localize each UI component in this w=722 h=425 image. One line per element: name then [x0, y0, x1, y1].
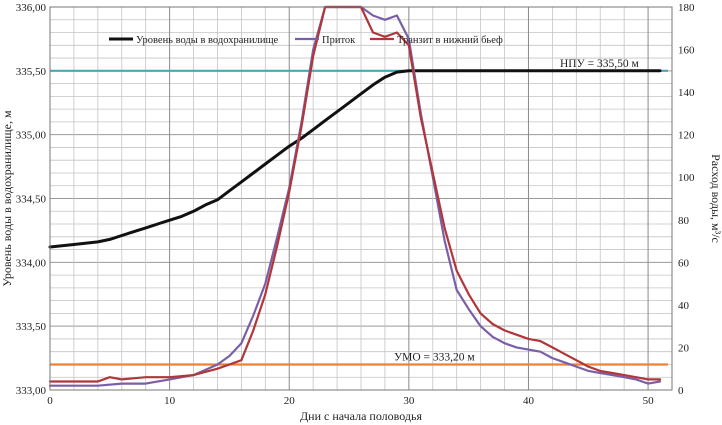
reference-line-label: УМО = 333,20 м: [394, 351, 475, 363]
x-tick-label: 0: [47, 395, 53, 407]
y-right-tick-label: 120: [678, 130, 695, 142]
reference-line-label: НПУ = 335,50 м: [560, 58, 639, 70]
x-tick-label: 40: [523, 395, 535, 407]
y-left-tick-label: 336,00: [16, 2, 47, 14]
x-axis-title: Дни с начала половодья: [300, 409, 422, 423]
x-tick-label: 10: [164, 395, 176, 407]
y-right-tick-label: 180: [678, 2, 695, 14]
y-left-tick-label: 335,50: [16, 66, 47, 78]
y-left-tick-label: 335,00: [16, 130, 47, 142]
x-tick-label: 20: [284, 395, 296, 407]
y-right-tick-label: 140: [678, 87, 695, 99]
y-right-tick-label: 20: [678, 342, 690, 354]
y-right-tick-label: 60: [678, 257, 690, 269]
legend-label: Приток: [322, 35, 356, 46]
y-right-tick-label: 160: [678, 45, 695, 57]
reference-lines: НПУ = 335,50 м УМО = 333,20 м: [50, 58, 668, 366]
y-left-tick-label: 334,50: [16, 194, 47, 206]
y-left-tick-label: 333,50: [16, 321, 47, 333]
plot-border: [49, 6, 673, 391]
y-right-axis-title: Расход воды, м³/с: [709, 154, 722, 243]
legend: Уровень воды в водохранилище Приток Транзи…: [109, 35, 503, 46]
series-lines: [48, 5, 662, 387]
series-line: [48, 5, 662, 383]
y-right-tick-label: 80: [678, 215, 690, 227]
x-tick-label: 30: [403, 395, 415, 407]
y-right-tick-label: 100: [678, 172, 695, 184]
y-right-tick-label: 0: [678, 385, 684, 397]
series-line: [48, 5, 662, 387]
legend-label: Транзит в нижний бьеф: [397, 35, 503, 46]
y-left-tick-label: 334,00: [16, 257, 47, 269]
y-left-axis-title: Уровень воды в водохранилище, м: [0, 110, 14, 287]
x-tick-label: 50: [643, 395, 655, 407]
y-left-tick-label: 333,00: [16, 385, 47, 397]
y-right-tick-label: 40: [678, 300, 690, 312]
legend-label: Уровень воды в водохранилище: [136, 35, 279, 46]
